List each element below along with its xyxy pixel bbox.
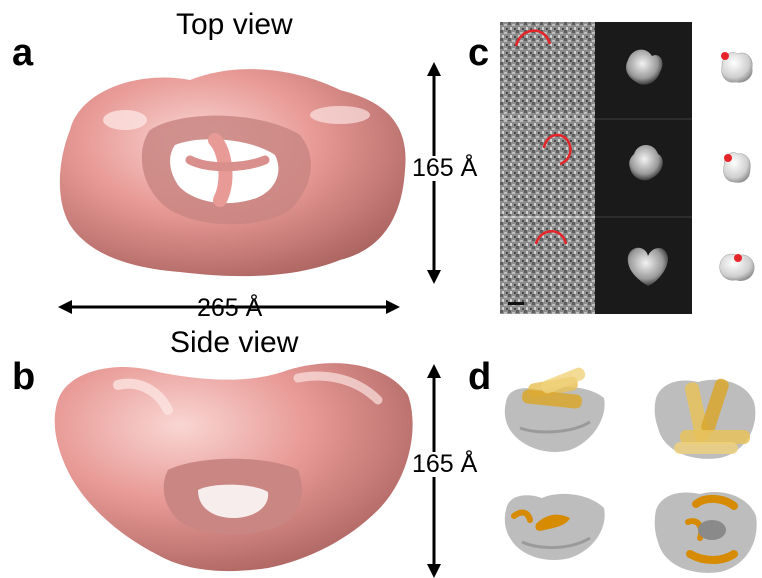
top-view-density-map	[59, 69, 406, 277]
highlighted-region-map-2	[654, 492, 757, 573]
panel-label-b: b	[12, 356, 36, 398]
highlighted-region-map-1	[504, 493, 605, 560]
panel-label-d: d	[468, 356, 492, 398]
panel-label-c: c	[468, 32, 490, 74]
helix-fit-map-1	[504, 367, 605, 452]
orientation-markers	[719, 52, 755, 281]
width-label-a: 265 Å	[197, 294, 263, 322]
height-label-b: 165 Å	[411, 450, 479, 478]
em-image-grid	[500, 22, 692, 314]
width-arrow-a	[58, 300, 400, 314]
side-view-title: Side view	[170, 326, 299, 359]
panel-label-a: a	[12, 32, 34, 74]
height-label-a: 165 Å	[411, 154, 479, 182]
top-view-title: Top view	[176, 8, 293, 41]
helix-fit-map-2	[654, 378, 756, 459]
side-view-density-map	[54, 363, 413, 572]
